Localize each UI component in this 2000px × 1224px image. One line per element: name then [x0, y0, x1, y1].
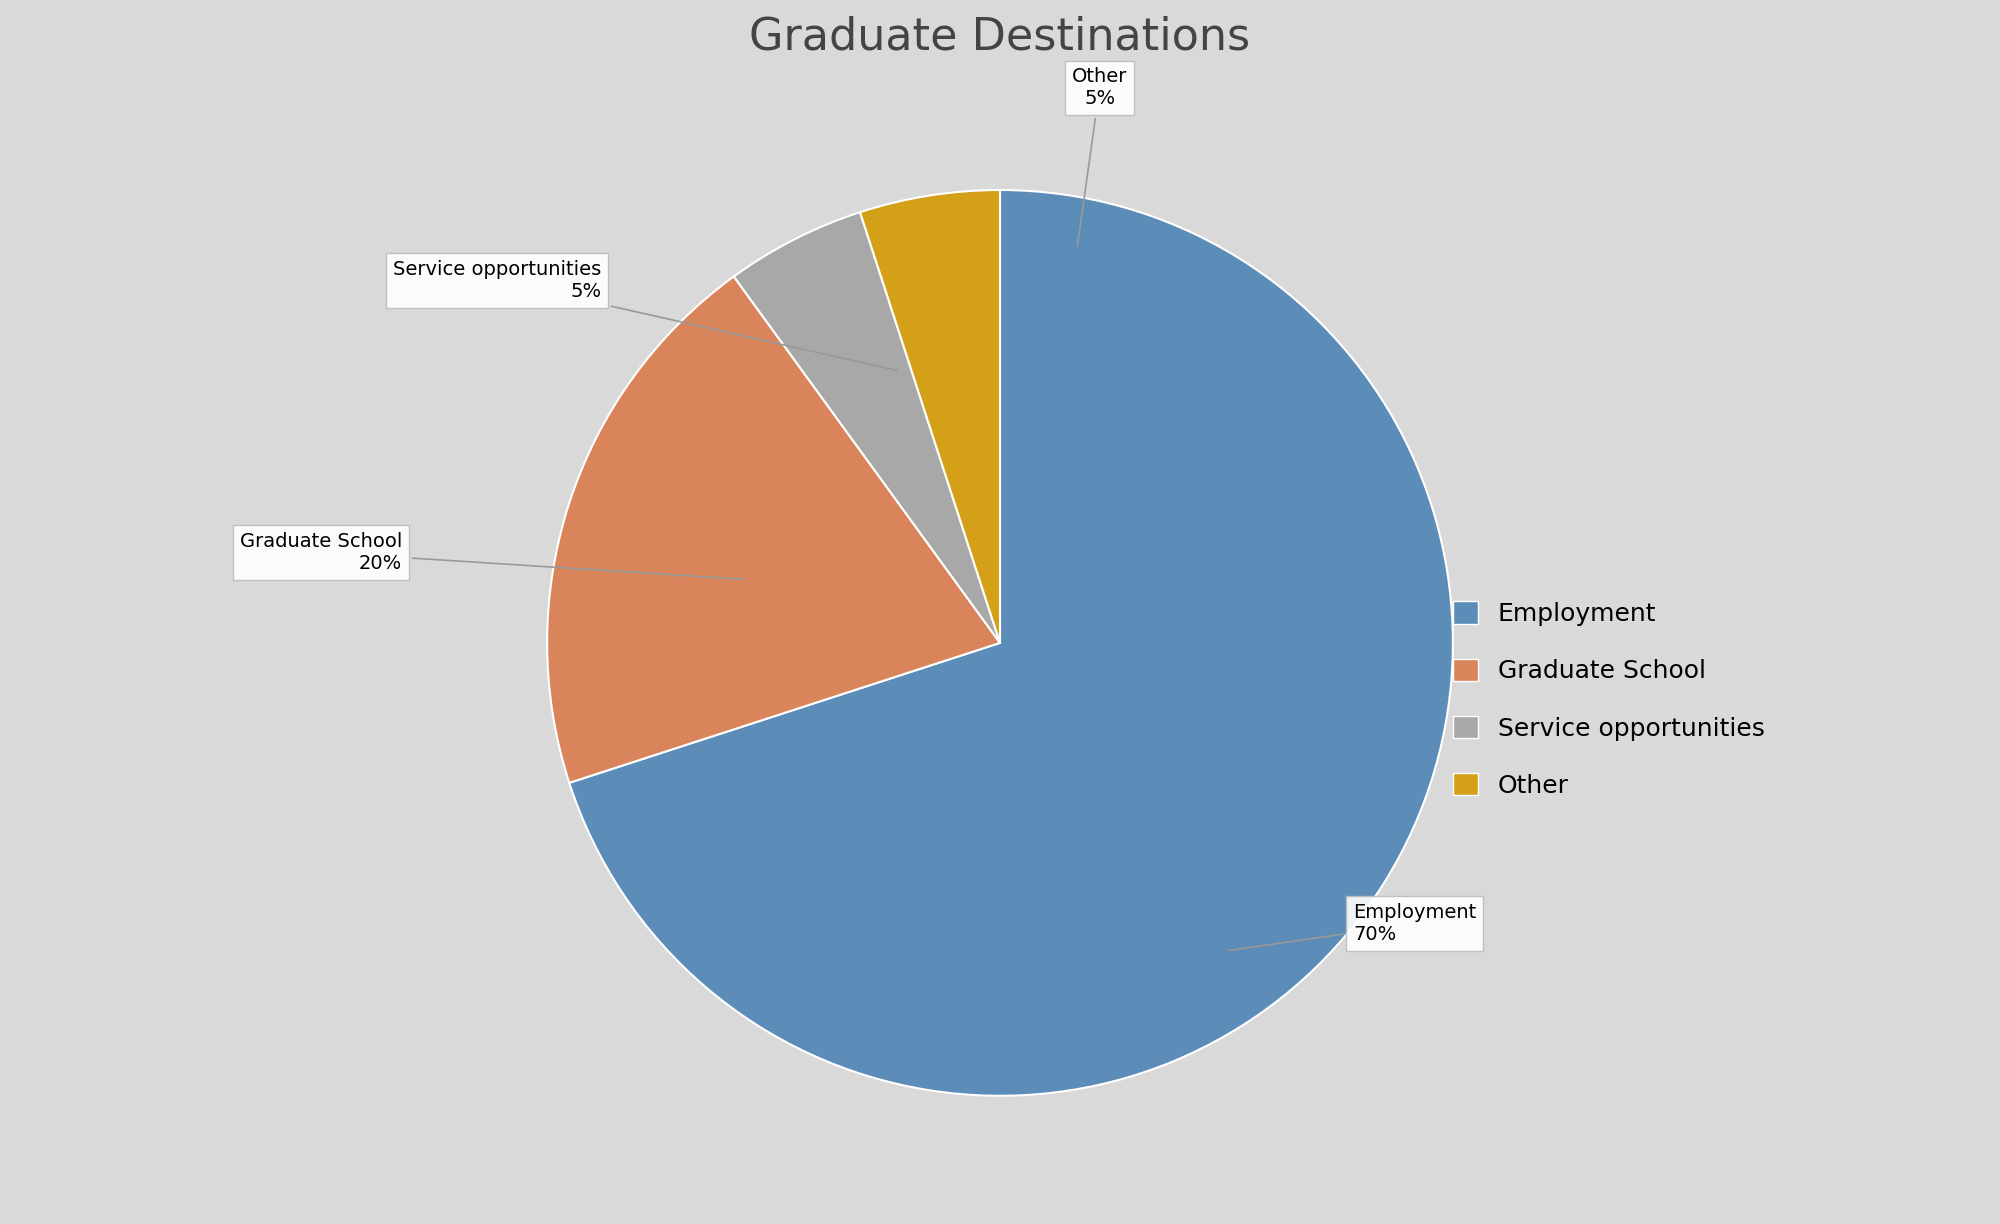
Wedge shape — [860, 190, 1000, 643]
Wedge shape — [734, 212, 1000, 643]
Wedge shape — [570, 190, 1452, 1095]
Text: Employment
70%: Employment 70% — [1230, 903, 1476, 951]
Wedge shape — [548, 277, 1000, 783]
Text: Graduate School
20%: Graduate School 20% — [240, 531, 744, 579]
Text: Other
5%: Other 5% — [1072, 67, 1128, 246]
Legend: Employment, Graduate School, Service opportunities, Other: Employment, Graduate School, Service opp… — [1442, 591, 1774, 808]
Title: Graduate Destinations: Graduate Destinations — [750, 15, 1250, 58]
Text: Service opportunities
5%: Service opportunities 5% — [394, 259, 898, 371]
